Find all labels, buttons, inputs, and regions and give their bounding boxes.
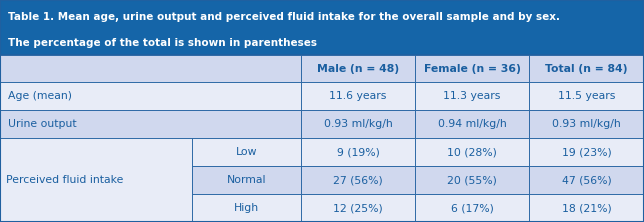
Text: 11.5 years: 11.5 years <box>558 91 616 101</box>
Bar <box>529 110 644 138</box>
Bar <box>415 194 529 222</box>
Text: 11.3 years: 11.3 years <box>443 91 501 101</box>
Text: High: High <box>234 203 260 213</box>
Bar <box>0 110 301 138</box>
Text: Urine output: Urine output <box>8 119 77 129</box>
Text: 9 (19%): 9 (19%) <box>337 147 379 157</box>
Text: Low: Low <box>236 147 258 157</box>
Text: Total (n = 84): Total (n = 84) <box>545 63 628 74</box>
Text: Female (n = 36): Female (n = 36) <box>424 63 520 74</box>
Bar <box>0 0 644 55</box>
Bar <box>529 166 644 194</box>
Text: 18 (21%): 18 (21%) <box>562 203 612 213</box>
Bar <box>192 194 301 222</box>
Bar <box>0 55 301 82</box>
Text: 12 (25%): 12 (25%) <box>333 203 383 213</box>
Bar <box>301 166 415 194</box>
Bar <box>0 0 644 55</box>
Bar <box>301 110 415 138</box>
Text: 11.6 years: 11.6 years <box>329 91 387 101</box>
Bar <box>415 138 529 166</box>
Bar <box>0 82 301 110</box>
Bar <box>301 82 415 110</box>
Text: Age (mean): Age (mean) <box>8 91 71 101</box>
Bar <box>301 138 415 166</box>
Bar <box>192 138 301 166</box>
Text: 47 (56%): 47 (56%) <box>562 175 612 185</box>
Bar <box>0 138 192 222</box>
Text: 6 (17%): 6 (17%) <box>451 203 493 213</box>
Bar <box>192 166 301 194</box>
Text: Normal: Normal <box>227 175 267 185</box>
Bar <box>529 194 644 222</box>
Bar <box>301 55 415 82</box>
Bar <box>415 82 529 110</box>
Text: Male (n = 48): Male (n = 48) <box>317 63 399 74</box>
Text: 0.93 ml/kg/h: 0.93 ml/kg/h <box>553 119 621 129</box>
Text: 10 (28%): 10 (28%) <box>447 147 497 157</box>
Bar <box>301 194 415 222</box>
Text: 0.94 ml/kg/h: 0.94 ml/kg/h <box>438 119 506 129</box>
Bar <box>529 82 644 110</box>
Bar <box>415 166 529 194</box>
Text: The percentage of the total is shown in parentheses: The percentage of the total is shown in … <box>8 38 317 48</box>
Text: Table 1. Mean age, urine output and perceived fluid intake for the overall sampl: Table 1. Mean age, urine output and perc… <box>8 12 560 22</box>
Bar <box>529 138 644 166</box>
Bar <box>415 110 529 138</box>
Text: 27 (56%): 27 (56%) <box>333 175 383 185</box>
Text: 20 (55%): 20 (55%) <box>447 175 497 185</box>
Text: 0.93 ml/kg/h: 0.93 ml/kg/h <box>324 119 392 129</box>
Text: Perceived fluid intake: Perceived fluid intake <box>6 175 124 185</box>
Text: 19 (23%): 19 (23%) <box>562 147 612 157</box>
Bar <box>415 55 529 82</box>
Bar <box>529 55 644 82</box>
